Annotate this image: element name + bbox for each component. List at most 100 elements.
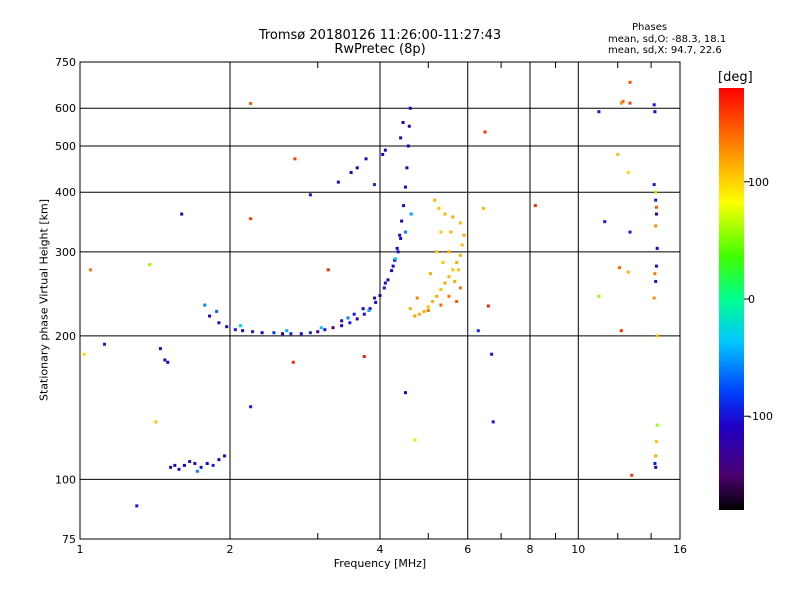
data-point: [362, 312, 366, 316]
data-point: [381, 152, 385, 156]
data-point: [408, 106, 412, 110]
data-point: [215, 309, 219, 313]
data-point: [490, 352, 494, 356]
data-point: [626, 270, 630, 274]
data-point: [211, 463, 215, 467]
y-tick-label: 75: [62, 533, 76, 546]
data-point: [654, 465, 658, 469]
data-point: [193, 461, 197, 465]
data-point: [148, 263, 152, 267]
data-point: [422, 309, 426, 313]
plot-frame: [79, 61, 681, 540]
data-point: [169, 465, 173, 469]
data-point: [316, 330, 320, 334]
data-point: [399, 236, 403, 240]
x-tick-label: 10: [571, 543, 585, 556]
data-point: [383, 281, 387, 285]
data-point: [481, 206, 485, 210]
data-point: [400, 219, 404, 223]
data-point: [449, 230, 453, 234]
data-point: [653, 272, 657, 276]
y-axis-label: Stationary phase Virtual Height [km]: [37, 198, 51, 402]
data-point: [180, 212, 184, 216]
data-point: [655, 246, 659, 250]
data-point: [597, 110, 601, 114]
x-tick-label: 6: [464, 543, 471, 556]
colorbar: [719, 88, 744, 510]
data-point: [457, 268, 461, 272]
x-tick-label: 8: [527, 543, 534, 556]
data-point: [435, 294, 439, 298]
data-point: [486, 304, 490, 308]
data-point: [406, 144, 410, 148]
data-point: [628, 80, 632, 84]
stats-x-mode: mean, sd,X: 94.7, 22.6: [608, 45, 722, 56]
data-point: [364, 157, 368, 161]
data-point: [383, 148, 387, 152]
data-point: [431, 300, 435, 304]
data-point: [654, 440, 658, 444]
data-point: [654, 224, 658, 228]
y-tick-label: 300: [55, 246, 76, 259]
data-point: [82, 352, 86, 356]
chart-title-line2: RwPretec (8p): [334, 42, 426, 57]
data-point: [319, 326, 323, 330]
data-point: [653, 461, 657, 465]
x-tick-label: 2: [227, 543, 234, 556]
data-point: [340, 324, 344, 328]
data-point: [285, 329, 289, 333]
data-point: [163, 358, 167, 362]
data-point: [409, 212, 413, 216]
data-point: [415, 296, 419, 300]
data-point: [619, 329, 623, 333]
data-point: [401, 121, 405, 125]
data-point: [403, 185, 407, 189]
x-axis-label: Frequency [MHz]: [333, 557, 427, 570]
data-point: [447, 275, 451, 279]
y-tick-label: 750: [55, 56, 76, 69]
data-point: [89, 268, 93, 272]
data-point: [368, 307, 372, 311]
data-point: [533, 204, 537, 208]
data-point: [626, 170, 630, 174]
data-point: [603, 220, 607, 224]
data-point: [373, 296, 377, 300]
data-point: [597, 294, 601, 298]
data-point: [352, 312, 356, 316]
data-point: [225, 325, 229, 329]
data-point: [426, 305, 430, 309]
data-point: [173, 463, 177, 467]
data-point: [251, 330, 255, 334]
data-point: [654, 205, 658, 209]
data-point: [154, 420, 158, 424]
data-point: [653, 110, 657, 114]
data-point: [654, 198, 658, 202]
data-point: [217, 321, 221, 325]
data-point: [460, 243, 464, 247]
data-point: [628, 230, 632, 234]
data-point: [483, 130, 487, 134]
data-point: [654, 454, 658, 458]
data-point: [223, 454, 227, 458]
data-point: [348, 321, 352, 325]
data-point: [407, 124, 411, 128]
data-point: [239, 324, 243, 328]
data-point: [367, 308, 371, 312]
axis-ticks: 1 2 4 6 8 10 16 75 100 200 300 400 500 600 750: [55, 56, 687, 556]
data-point: [391, 264, 395, 268]
data-point: [413, 314, 417, 318]
data-point: [336, 180, 340, 184]
data-point: [447, 294, 451, 298]
data-point: [205, 461, 209, 465]
data-point: [272, 331, 276, 335]
data-point: [323, 328, 327, 332]
x-tick-label: 4: [377, 543, 384, 556]
data-point: [103, 342, 107, 346]
data-point: [135, 504, 139, 508]
data-point: [396, 250, 400, 254]
data-point: [441, 260, 445, 264]
data-point: [260, 331, 264, 335]
data-point: [199, 465, 203, 469]
data-point: [652, 103, 656, 107]
data-point: [491, 420, 495, 424]
